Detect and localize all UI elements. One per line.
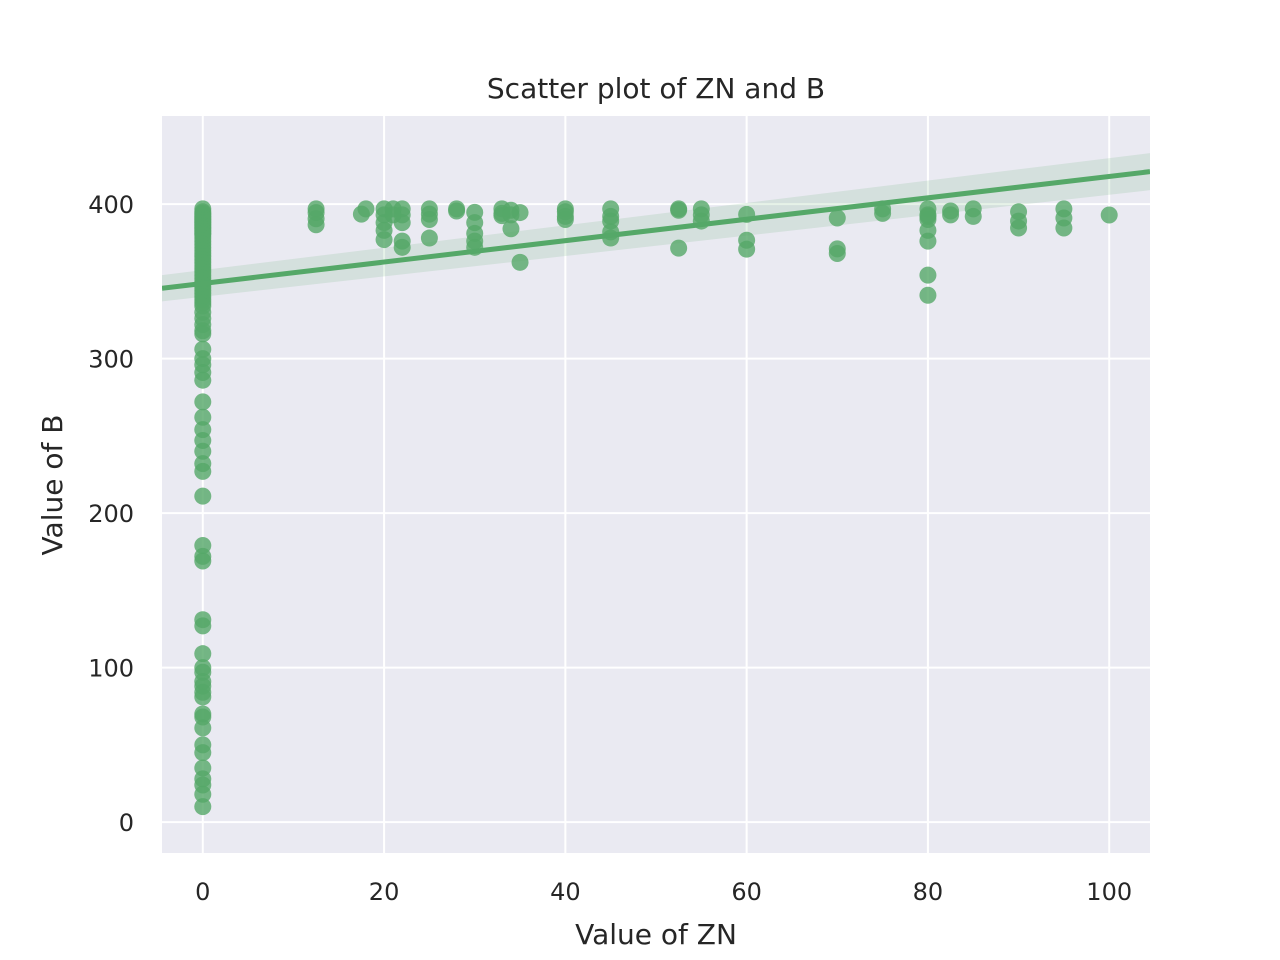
data-point <box>194 744 212 762</box>
data-point <box>194 408 212 426</box>
data-point <box>919 266 937 284</box>
data-point <box>194 798 212 816</box>
data-point <box>448 202 466 220</box>
data-point <box>919 286 937 304</box>
x-tick-label: 100 <box>1086 878 1132 906</box>
regression-line-layer <box>162 169 1150 291</box>
data-point <box>393 238 411 256</box>
data-point <box>194 371 212 389</box>
y-tick-label: 100 <box>88 655 134 683</box>
y-tick-label: 400 <box>88 191 134 219</box>
y-tick-label: 300 <box>88 346 134 374</box>
chart-title: Scatter plot of ZN and B <box>487 72 825 105</box>
y-axis-label: Value of B <box>36 415 69 556</box>
x-tick-label: 60 <box>731 878 762 906</box>
data-point <box>194 325 212 343</box>
x-tick-label: 80 <box>913 878 944 906</box>
x-tick-label: 40 <box>550 878 581 906</box>
x-axis-label: Value of ZN <box>575 918 737 951</box>
data-point <box>670 239 688 257</box>
data-point <box>194 688 212 706</box>
data-point <box>738 240 756 258</box>
data-point <box>420 211 438 229</box>
confidence-band-layer <box>162 153 1150 302</box>
data-point <box>874 204 892 222</box>
regression-line <box>162 169 1150 291</box>
data-point <box>511 204 529 222</box>
data-point <box>194 462 212 480</box>
data-point <box>828 245 846 263</box>
y-tick-label: 200 <box>88 500 134 528</box>
data-point <box>828 209 846 227</box>
data-point <box>556 211 574 229</box>
scatter-points <box>194 200 1118 816</box>
data-point <box>194 552 212 570</box>
data-point <box>194 719 212 737</box>
data-point <box>393 214 411 232</box>
data-point <box>670 201 688 219</box>
data-point <box>942 206 960 224</box>
x-tick-label: 20 <box>369 878 400 906</box>
data-point <box>194 785 212 803</box>
data-point <box>919 207 937 225</box>
data-point <box>964 207 982 225</box>
data-point <box>375 231 393 249</box>
data-point <box>194 617 212 635</box>
y-tick-label: 0 <box>119 809 134 837</box>
data-point <box>420 229 438 247</box>
y-tick-labels: 0 100 200 300 400 <box>88 191 134 837</box>
data-point <box>1055 219 1073 237</box>
confidence-band <box>162 153 1150 302</box>
plot-area <box>162 116 1150 853</box>
data-point <box>1010 219 1028 237</box>
data-point <box>194 645 212 663</box>
data-point <box>194 487 212 505</box>
x-tick-label: 0 <box>195 878 210 906</box>
data-point <box>194 442 212 460</box>
data-point <box>511 253 529 271</box>
data-point <box>357 200 375 218</box>
x-tick-labels: 0 20 40 60 80 100 <box>195 878 1132 906</box>
data-point <box>194 393 212 411</box>
data-point <box>1100 206 1118 224</box>
data-point <box>502 220 520 238</box>
data-point <box>919 232 937 250</box>
data-point <box>307 216 325 234</box>
